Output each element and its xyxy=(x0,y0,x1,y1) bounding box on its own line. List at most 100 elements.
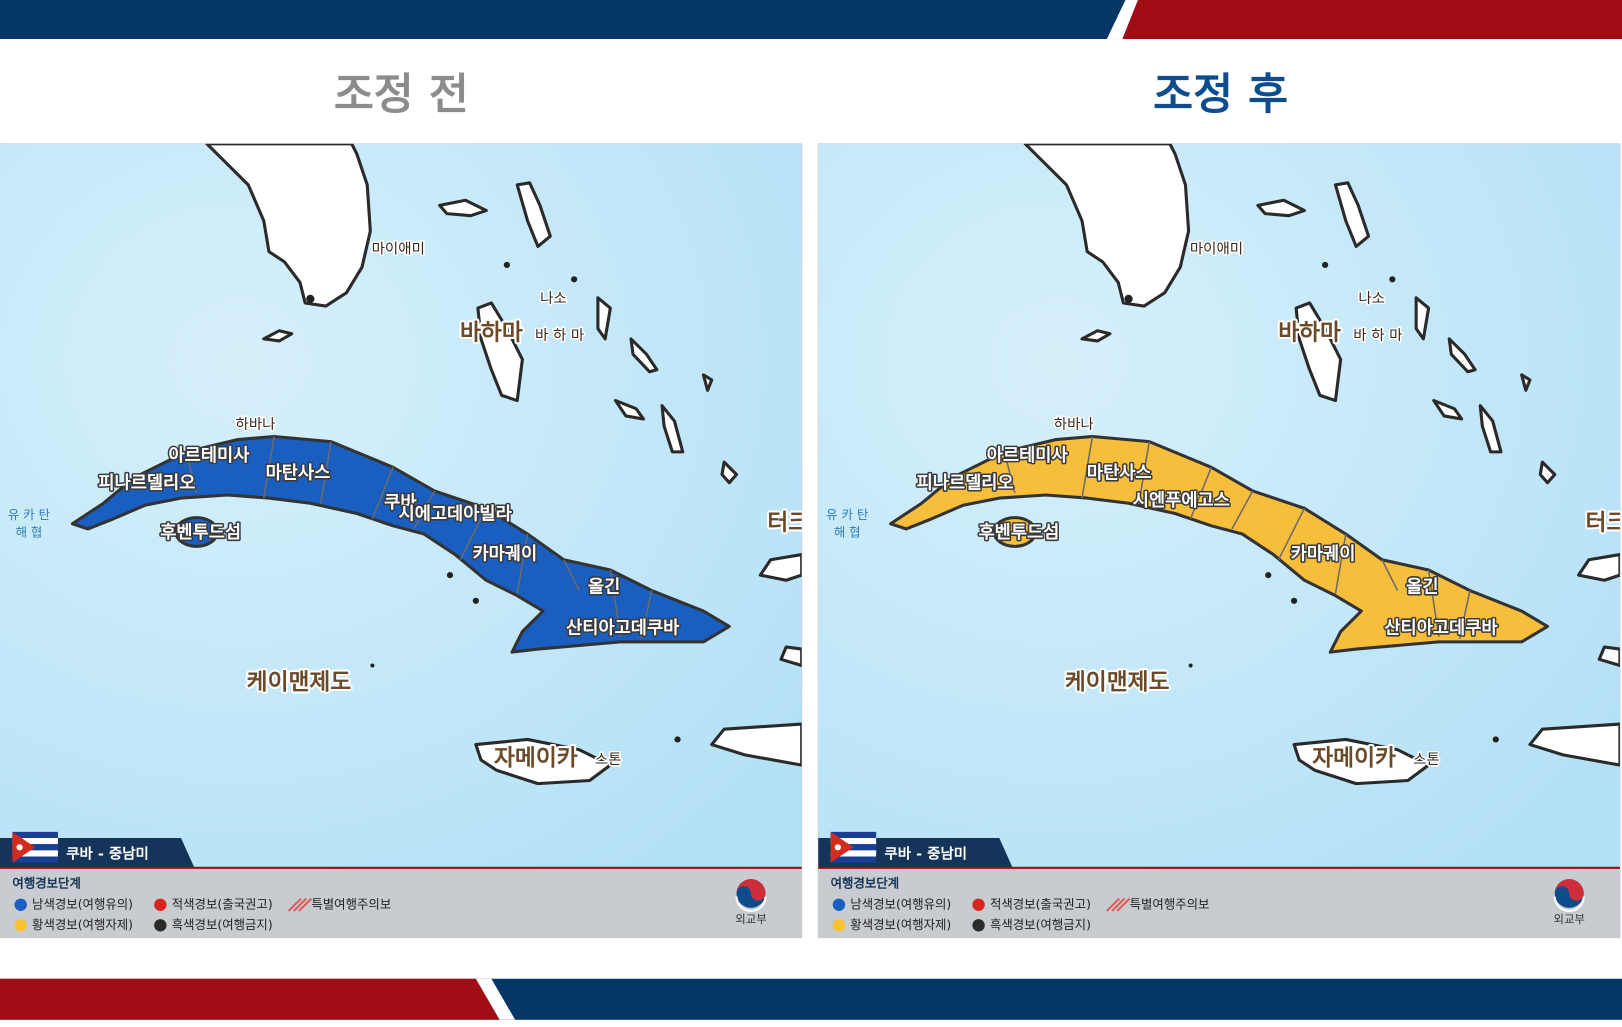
islet xyxy=(674,736,681,743)
legend-label: 흑색경보(여행금지) xyxy=(990,917,1091,932)
legend-swatch xyxy=(154,898,167,911)
map-label: 하바나 xyxy=(236,416,276,433)
country-tag: 쿠바 - 중남미 xyxy=(66,845,149,862)
isla-juventud xyxy=(992,516,1038,548)
florida xyxy=(1023,143,1191,308)
map-label: 쿠바 xyxy=(384,493,416,513)
logo-white xyxy=(1553,896,1585,912)
hatch xyxy=(298,897,313,912)
header-accent xyxy=(1122,0,1622,40)
map-label: 마이애미 xyxy=(1190,241,1243,258)
map-label: 올긴 xyxy=(588,577,620,597)
map-label: 아르테미사 xyxy=(987,446,1068,466)
map-label: 터크 xyxy=(1586,510,1622,536)
map-label: 해 협 xyxy=(16,526,43,540)
legend-label: 흑색경보(여행금지) xyxy=(172,917,273,932)
map-label: 하바나 xyxy=(1054,416,1094,433)
jamaica xyxy=(1292,737,1431,786)
map-label: 유 카 탄 xyxy=(826,508,868,522)
map-label: 자메이카 xyxy=(494,746,578,772)
island-e xyxy=(1538,460,1557,485)
legend-title: 여행경보단계 xyxy=(12,876,80,891)
legend-swatch xyxy=(1106,897,1131,912)
island-a xyxy=(613,398,645,421)
island-d xyxy=(701,373,714,392)
islet xyxy=(1290,597,1298,604)
legend-swatch xyxy=(832,919,846,932)
legend-swatch xyxy=(972,898,985,911)
hispaniola xyxy=(1528,722,1620,767)
map-label: 바하마 xyxy=(1278,320,1341,346)
country-tag: 쿠바 - 중남미 xyxy=(884,845,967,862)
andros xyxy=(1294,301,1343,403)
legend-swatch xyxy=(14,919,27,932)
island-d xyxy=(1520,373,1532,392)
legend-swatch xyxy=(832,898,846,911)
map-label: 마탄사스 xyxy=(266,463,331,483)
legend-swatch xyxy=(287,897,313,912)
eleuthera xyxy=(596,296,612,341)
cuba-flag xyxy=(12,831,58,863)
flag-stripe xyxy=(830,831,877,839)
flag-triangle xyxy=(12,831,36,863)
island-c xyxy=(1256,198,1306,218)
islet xyxy=(571,276,578,283)
map-label: 자메이카 xyxy=(1312,746,1396,772)
eleuthera xyxy=(1414,296,1431,341)
map-label: 스톤 xyxy=(595,752,622,768)
hatch xyxy=(293,897,307,912)
panel-title: 조정 전 xyxy=(334,70,469,120)
ministry-name: 외교부 xyxy=(735,912,766,926)
legend-label: 적색경보(출국권고) xyxy=(172,897,273,911)
legend-bg xyxy=(0,867,802,938)
map-label: 바 하 마 xyxy=(535,327,584,344)
flag-stripe xyxy=(12,850,58,857)
hispaniola-n xyxy=(758,553,802,582)
map-label: 피나르델리오 xyxy=(917,473,1014,494)
map-label: 나소 xyxy=(540,290,567,307)
hatch xyxy=(1116,897,1131,912)
ministry-logo xyxy=(1553,879,1585,912)
hatch xyxy=(1106,897,1120,912)
island-f xyxy=(779,645,802,668)
island-a xyxy=(1432,398,1464,421)
map-label: 시에고데아빌라 xyxy=(399,505,512,525)
map-label: 마탄사스 xyxy=(1087,463,1152,483)
ministry-name: 외교부 xyxy=(1554,912,1585,926)
province-borders xyxy=(1003,436,1471,639)
cuba xyxy=(889,434,1550,654)
map-label: 산티아고데쿠바 xyxy=(566,619,679,639)
map-label: 카마궤이 xyxy=(472,545,537,565)
island-e xyxy=(720,460,739,485)
flag-stripe xyxy=(830,856,877,863)
exuma xyxy=(1447,337,1477,374)
legend-swatch xyxy=(154,919,167,932)
hatch xyxy=(287,897,302,912)
logo-red xyxy=(1554,879,1584,901)
florida xyxy=(205,143,372,308)
isla-juventud xyxy=(174,516,219,548)
hispaniola-n xyxy=(1577,553,1620,582)
map-label: 카마궤이 xyxy=(1291,545,1356,565)
islet xyxy=(1322,261,1329,269)
hispaniola xyxy=(710,722,802,767)
flag-stripe xyxy=(12,856,58,863)
islet xyxy=(503,261,510,269)
flag-stripe xyxy=(12,838,58,845)
legend-label: 황색경보(여행자제) xyxy=(850,917,951,932)
island-b xyxy=(1478,404,1503,454)
map-label: 케이맨제도 xyxy=(1065,670,1170,696)
flag-stripe xyxy=(830,850,877,857)
map-label: 바 하 마 xyxy=(1353,327,1402,344)
flag-stripe xyxy=(830,838,877,845)
map-label: 바하마 xyxy=(460,320,523,346)
legend-label: 특별여행주의보 xyxy=(311,896,391,911)
flag-stripe xyxy=(12,831,58,839)
keys xyxy=(262,329,294,343)
